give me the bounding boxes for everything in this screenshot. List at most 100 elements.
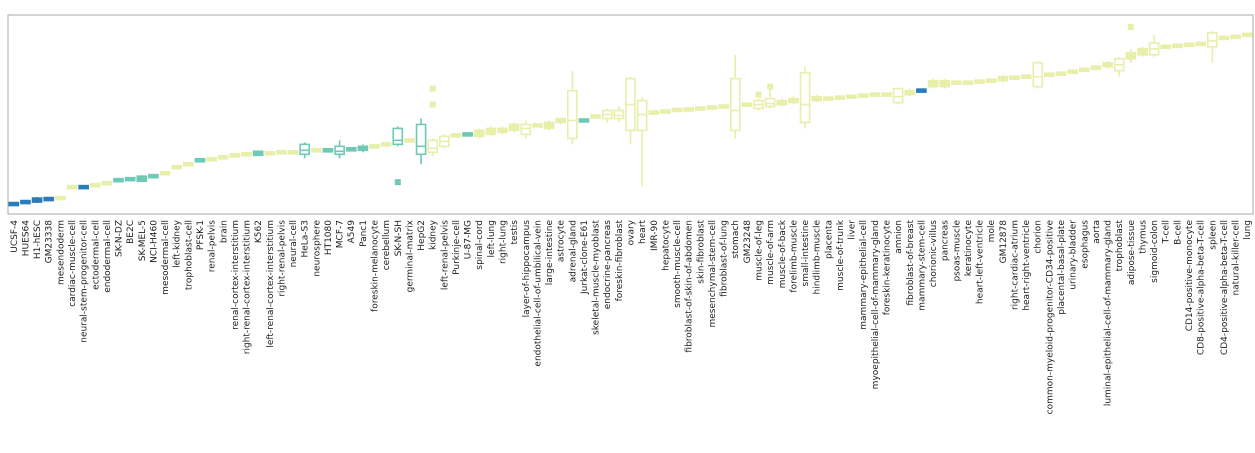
box-Jurkat-clone-E61 (578, 118, 590, 123)
box-body (799, 71, 811, 124)
x-tick-label: placental-basal-plate (1057, 220, 1067, 315)
box-chorion (1032, 60, 1044, 89)
x-tick-label: left-renal-cortex-interstitium (266, 220, 276, 348)
box-B-cell (1172, 43, 1183, 49)
x-tick-label: esophagus (1080, 220, 1090, 269)
box-right-cardiac-atrium (1009, 75, 1020, 80)
x-tick-label: HeLa-S3 (301, 220, 311, 258)
box-body (1195, 41, 1206, 47)
box-body (1067, 69, 1078, 75)
box-body (788, 97, 799, 104)
box-adrenal-gland (566, 70, 578, 145)
box-hindlimb-muscle (811, 94, 823, 103)
x-tick-label: urinary-bladder (1069, 220, 1079, 290)
box-body (485, 127, 497, 136)
box-body (904, 89, 916, 96)
box-mammary-stem-cell (916, 88, 927, 93)
box-body (1230, 34, 1241, 40)
box-Purkinje-cell (450, 133, 462, 138)
box-body (578, 118, 590, 123)
x-tick-label: pancreas (941, 220, 951, 261)
x-tick-label: spleen (1208, 220, 1218, 250)
x-tick-label: cardiac-muscle-cell (68, 220, 78, 307)
box-HUES64 (20, 199, 31, 205)
box-body (66, 184, 78, 190)
box-body (89, 182, 101, 188)
box-amnion (892, 87, 904, 105)
box-body (857, 93, 869, 98)
box-esophagus (1078, 67, 1090, 73)
box-muscle-of-arm (764, 83, 776, 109)
box-body (1218, 35, 1230, 41)
box-body (508, 123, 520, 132)
x-tick-label: mammary-epithelial-cell (859, 220, 869, 330)
box-CD8-positive-alpha-beta-T-cell (1195, 41, 1206, 47)
x-tick-label: U-87-MG (464, 220, 474, 259)
x-tick-label: renal-pelvis (208, 220, 218, 273)
x-tick-label: SK-N-DZ (115, 220, 125, 257)
box-body (1078, 67, 1090, 73)
box-cardiac-muscle-cell (66, 184, 78, 190)
box-GM23248 (741, 102, 753, 107)
box-endodermal-cell (101, 180, 113, 186)
box-body (392, 127, 404, 146)
box-body (776, 99, 788, 106)
x-tick-label: left-lung (487, 220, 497, 257)
box-body (427, 139, 439, 154)
x-tick-label: testis (510, 220, 520, 245)
x-tick-label: HepG2 (417, 220, 427, 251)
box-body (962, 80, 974, 85)
box-kidney (427, 85, 439, 157)
box-SK-MEL-5 (136, 175, 148, 183)
box-body (555, 117, 567, 124)
box-body (1241, 32, 1253, 38)
box-H1-hESC (31, 197, 43, 204)
x-tick-label: liver (848, 220, 858, 240)
box-GM12878 (997, 74, 1009, 83)
box-body (1183, 42, 1195, 48)
box-urinary-bladder (1067, 69, 1078, 75)
x-tick-label: PFSK-1 (196, 220, 206, 250)
box-body (334, 145, 345, 156)
x-tick-label: T-cell (1162, 220, 1172, 244)
box-mammary-epithelial-cell (857, 93, 869, 98)
box-fibroblast-of-skin-of-abdomen (683, 107, 695, 112)
box-body (55, 195, 66, 201)
box-body (357, 145, 369, 152)
x-tick-label: heart-right-ventricle (1022, 220, 1032, 311)
box-renal-cortex-interstitium (229, 152, 241, 158)
x-tick-label: skeletal-muscle-myoblast (592, 220, 602, 335)
box-body (287, 150, 299, 155)
x-tick-label: muscle-of-arm (766, 220, 776, 285)
box-IMR-90 (648, 110, 660, 115)
box-body (171, 164, 183, 170)
box-body (462, 132, 473, 137)
x-tick-label: endodermal-cell (103, 220, 113, 293)
box-HepG2 (415, 118, 427, 165)
box-keratinocyte (962, 80, 974, 85)
box-foreskin-keratinocyte (881, 92, 892, 97)
box-body (404, 138, 415, 143)
box-body (78, 184, 89, 190)
box-body (729, 77, 741, 132)
box-renal-pelvis (206, 156, 217, 162)
box-sigmoid-colon (1148, 34, 1160, 57)
box-natural-killer-cell (1230, 34, 1241, 40)
box-body (1044, 72, 1055, 77)
box-body (369, 144, 380, 149)
box-body (1032, 61, 1044, 88)
box-body (1125, 52, 1137, 60)
box-mole (985, 78, 997, 83)
x-tick-label: CD14-positive-monocyte (1185, 220, 1195, 332)
box-UCSF-4 (8, 201, 20, 207)
box-body (241, 152, 252, 157)
box-body (1206, 32, 1218, 48)
x-tick-label: spinal-cord (475, 220, 485, 270)
box-smooth-muscle-cell (671, 107, 683, 113)
box-chorionic-villus (927, 78, 939, 89)
box-body (613, 109, 625, 120)
x-tick-label: endothelial-cell-of-umbilical-vein (533, 220, 543, 367)
outlier-point (1127, 23, 1134, 30)
x-tick-label: B-cell (1173, 220, 1183, 245)
box-body (846, 94, 857, 99)
